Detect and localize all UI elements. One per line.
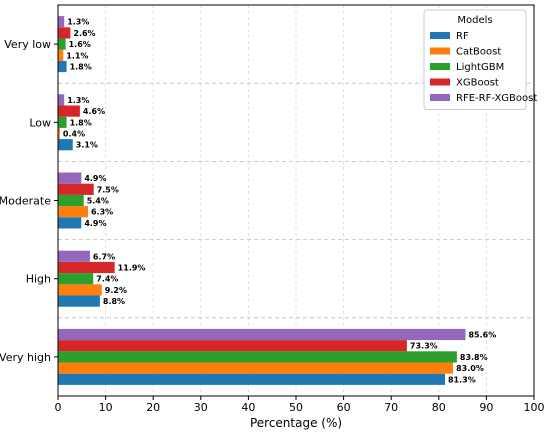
bar [58, 38, 66, 50]
x-tick-label: 70 [384, 401, 398, 414]
bar-value-label: 1.1% [66, 51, 88, 60]
legend-swatch [430, 32, 450, 39]
bar-value-label: 3.1% [76, 141, 98, 150]
bar-value-label: 11.9% [118, 264, 146, 273]
bar [58, 16, 65, 28]
bar-value-label: 1.3% [67, 96, 89, 105]
legend-label: CatBoost [456, 47, 501, 58]
x-tick-label: 60 [337, 401, 351, 414]
x-tick-label: 0 [55, 401, 62, 414]
category-label: Low [29, 116, 51, 129]
bar [58, 60, 67, 73]
bar-value-label: 7.4% [96, 275, 118, 284]
bar-value-label: 4.9% [84, 174, 106, 183]
bar [58, 362, 454, 374]
bar-value-label: 9.2% [105, 286, 127, 295]
bar [58, 217, 82, 229]
bar [58, 105, 80, 117]
bar [58, 94, 65, 106]
legend-swatch [430, 63, 450, 70]
x-tick-label: 100 [524, 401, 545, 414]
category-label: High [26, 273, 51, 286]
bar [58, 183, 94, 195]
bar-value-label: 1.8% [70, 118, 92, 127]
category-separators [58, 82, 534, 319]
bar-value-label: 73.3% [410, 342, 438, 351]
bar-value-label: 83.8% [460, 353, 488, 362]
legend-title: Models [457, 15, 492, 26]
category-label: Moderate [0, 195, 51, 208]
bar [58, 139, 73, 151]
bar-value-label: 6.7% [93, 252, 115, 261]
legend-swatch [430, 47, 450, 55]
bar-value-label: 1.3% [67, 18, 89, 27]
x-tick-label: 40 [241, 401, 255, 414]
category-label: Very high [0, 351, 51, 364]
bar-value-label: 2.6% [73, 29, 95, 38]
bar-value-label: 6.3% [91, 208, 113, 217]
bar [58, 194, 84, 207]
bar [58, 250, 90, 262]
bar [58, 49, 64, 61]
category-label: Very low [4, 38, 51, 51]
legend-label: XGBoost [456, 78, 499, 89]
bar [58, 284, 102, 296]
bar-value-label: 4.9% [84, 219, 106, 228]
bar-value-label: 1.6% [69, 40, 91, 49]
legend-label: RFE-RF-XGBoost [456, 93, 537, 104]
bar [58, 127, 60, 140]
bar [58, 295, 100, 307]
bar-value-label: 0.4% [63, 130, 85, 139]
x-axis-title: Percentage (%) [250, 416, 342, 430]
bar [58, 116, 67, 128]
bar-value-label: 8.8% [103, 297, 125, 306]
x-tick-label: 90 [479, 401, 493, 414]
bar [58, 27, 71, 39]
bar-value-label: 81.3% [448, 375, 476, 384]
x-tick-label: 20 [146, 401, 160, 414]
bar-value-label: 4.6% [83, 107, 105, 116]
bar [58, 373, 445, 385]
legend-swatch [430, 78, 450, 86]
bar [58, 273, 94, 285]
bar [58, 206, 88, 218]
x-tick-label: 30 [194, 401, 208, 414]
bar [58, 172, 82, 184]
legend-label: RF [456, 31, 469, 42]
bar-value-label: 85.6% [468, 331, 496, 340]
bar [58, 340, 407, 352]
x-tick-label: 80 [432, 401, 446, 414]
legend-label: LightGBM [456, 62, 504, 73]
bar [58, 328, 466, 341]
bar-value-label: 83.0% [456, 364, 484, 373]
legend: Models RF CatBoost LightGBM XGBoost RFE-RF-XG… [423, 9, 537, 110]
bar-value-label: 5.4% [87, 197, 109, 206]
x-tick-label: 50 [289, 401, 303, 414]
x-axis-ticks: 0 10 20 30 40 50 60 70 80 90 100 [55, 396, 545, 414]
x-tick-label: 10 [99, 401, 113, 414]
bar [58, 261, 115, 274]
y-axis-category-labels: Very low Low Moderate High Very high [0, 38, 58, 364]
data-labels: 1.8% 1.1% 1.6% 2.6% 1.3% 3.1% 0.4% 1.8% 4.6% 1.3%… [63, 18, 496, 385]
bar-value-label: 7.5% [97, 185, 119, 194]
bars [58, 16, 466, 385]
bar-value-label: 1.8% [70, 63, 92, 72]
bar [58, 351, 457, 363]
legend-swatch [430, 94, 450, 101]
